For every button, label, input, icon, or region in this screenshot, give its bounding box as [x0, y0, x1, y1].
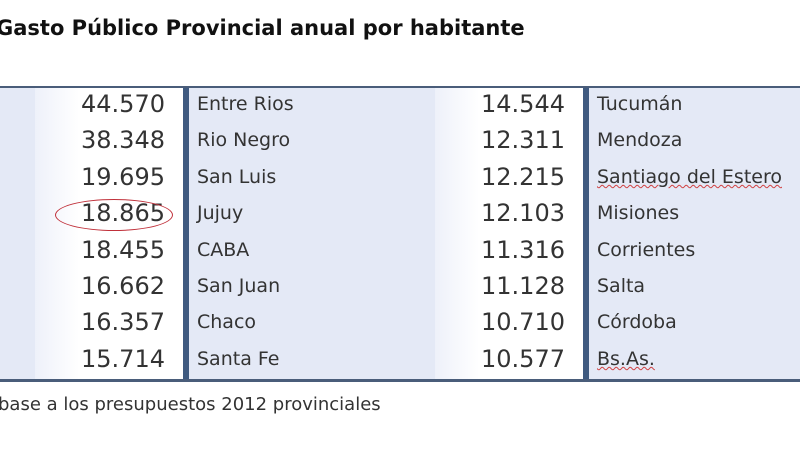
spending-value: 44.570	[81, 90, 165, 118]
spending-table: 44.570 Entre Rios 38.348 Rio Negro 19.695 San…	[0, 88, 800, 379]
province-name: Jujuy	[197, 202, 244, 225]
right-values-column	[435, 88, 583, 379]
province-name: Salta	[597, 275, 646, 297]
spending-value: 19.695	[81, 162, 165, 191]
province-name: Córdoba	[597, 311, 677, 334]
spending-value: 16.662	[81, 272, 165, 300]
spending-value: 10.577	[481, 344, 565, 373]
province-name: Chaco	[197, 311, 257, 334]
province-name: Santiago del Estero	[597, 165, 782, 188]
province-name: CABA	[197, 238, 250, 261]
province-name: Mendoza	[597, 129, 683, 152]
province-name: San Juan	[197, 275, 281, 297]
spending-value: 11.128	[481, 272, 565, 300]
province-name: Rio Negro	[197, 129, 291, 152]
footnote: base a los presupuestos 2012 provinciale…	[0, 394, 381, 415]
province-name: San Luis	[197, 165, 277, 188]
page-title: Gasto Público Provincial anual por habit…	[0, 16, 525, 40]
column-divider	[583, 88, 589, 379]
spending-value: 12.103	[481, 199, 565, 228]
spending-value: 12.311	[481, 126, 565, 155]
spending-value: 38.348	[81, 126, 165, 155]
province-name: Tucumán	[597, 93, 683, 115]
table-bottom-border	[0, 379, 800, 382]
province-name: Corrientes	[597, 238, 696, 261]
province-name: Misiones	[597, 202, 680, 225]
province-name: Santa Fe	[197, 347, 280, 370]
spending-value: 14.544	[481, 90, 565, 118]
spending-value: 16.357	[81, 308, 165, 337]
province-name: Bs.As.	[597, 347, 655, 370]
spending-value: 11.316	[481, 235, 565, 264]
spending-value: 12.215	[481, 162, 565, 191]
province-name: Entre Rios	[197, 93, 294, 115]
left-values-column	[35, 88, 183, 379]
spending-value: 15.714	[81, 344, 165, 373]
column-divider	[183, 88, 189, 379]
highlight-circle	[55, 199, 173, 232]
spending-value: 18.455	[81, 235, 165, 264]
table-top-border	[0, 86, 800, 88]
spending-value: 10.710	[481, 308, 565, 337]
